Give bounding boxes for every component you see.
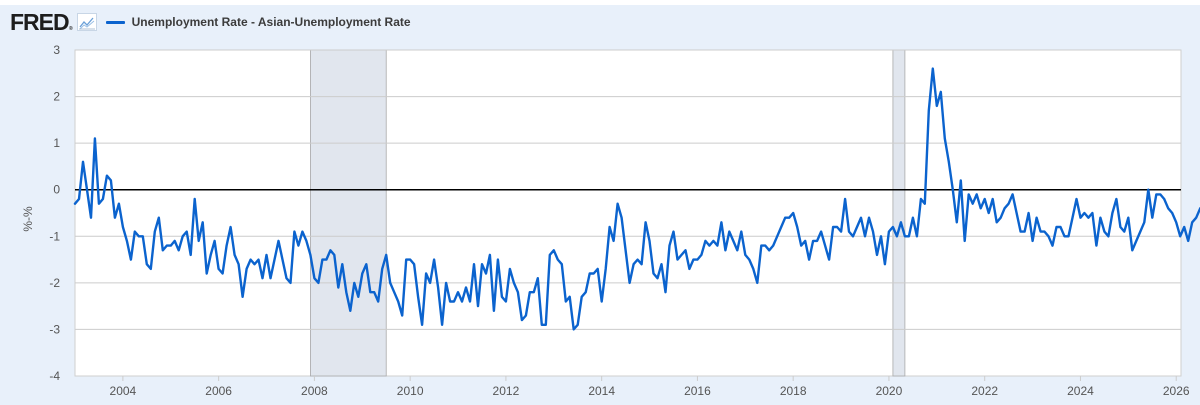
x-tick-label: 2014	[588, 384, 615, 398]
x-tick-label: 2016	[684, 384, 711, 398]
x-tick-label: 2010	[397, 384, 424, 398]
logo-text: FRED	[10, 8, 70, 35]
plot-area	[74, 49, 1182, 377]
y-tick-label: 1	[53, 136, 60, 150]
y-tick-label: -4	[49, 369, 60, 383]
fred-logo[interactable]: FRED ®	[10, 8, 73, 35]
x-tick-label: 2006	[205, 384, 232, 398]
y-tick-label: -3	[49, 322, 60, 336]
x-tick-label: 2004	[110, 384, 137, 398]
series-line[interactable]	[73, 67, 1200, 331]
y-tick-label: 0	[53, 183, 60, 197]
y-tick-label: -1	[49, 229, 60, 243]
logo-mark: ®	[68, 25, 73, 32]
y-axis-ticks: 3 2 1 0 -1 -2 -3 -4	[49, 43, 60, 383]
x-tick-label: 2022	[971, 384, 998, 398]
gridlines	[75, 49, 1181, 330]
recession-bands	[310, 49, 906, 377]
x-tick-label: 2026	[1163, 384, 1190, 398]
line-chart-icon[interactable]	[76, 13, 97, 31]
legend-label: Unemployment Rate - Asian-Unemployment R…	[131, 15, 411, 29]
x-axis-ticks: 2004 2006 2008 2010 2012 2014 2016 2018 2020 2022…	[110, 376, 1190, 398]
y-tick-label: 3	[53, 43, 60, 57]
y-tick-label: 2	[53, 90, 60, 104]
recession-band	[892, 49, 906, 377]
legend: Unemployment Rate - Asian-Unemployment R…	[105, 15, 411, 29]
recession-band	[310, 49, 387, 377]
x-tick-label: 2012	[493, 384, 520, 398]
x-tick-label: 2018	[780, 384, 807, 398]
legend-swatch	[105, 20, 125, 24]
x-tick-label: 2024	[1067, 384, 1094, 398]
x-tick-label: 2020	[876, 384, 903, 398]
y-tick-label: -2	[49, 276, 60, 290]
y-axis-label: %-%	[21, 206, 35, 232]
x-tick-label: 2008	[301, 384, 328, 398]
chart-header: FRED ® Unemployment Rate - Asian-Unemploy…	[10, 9, 411, 35]
